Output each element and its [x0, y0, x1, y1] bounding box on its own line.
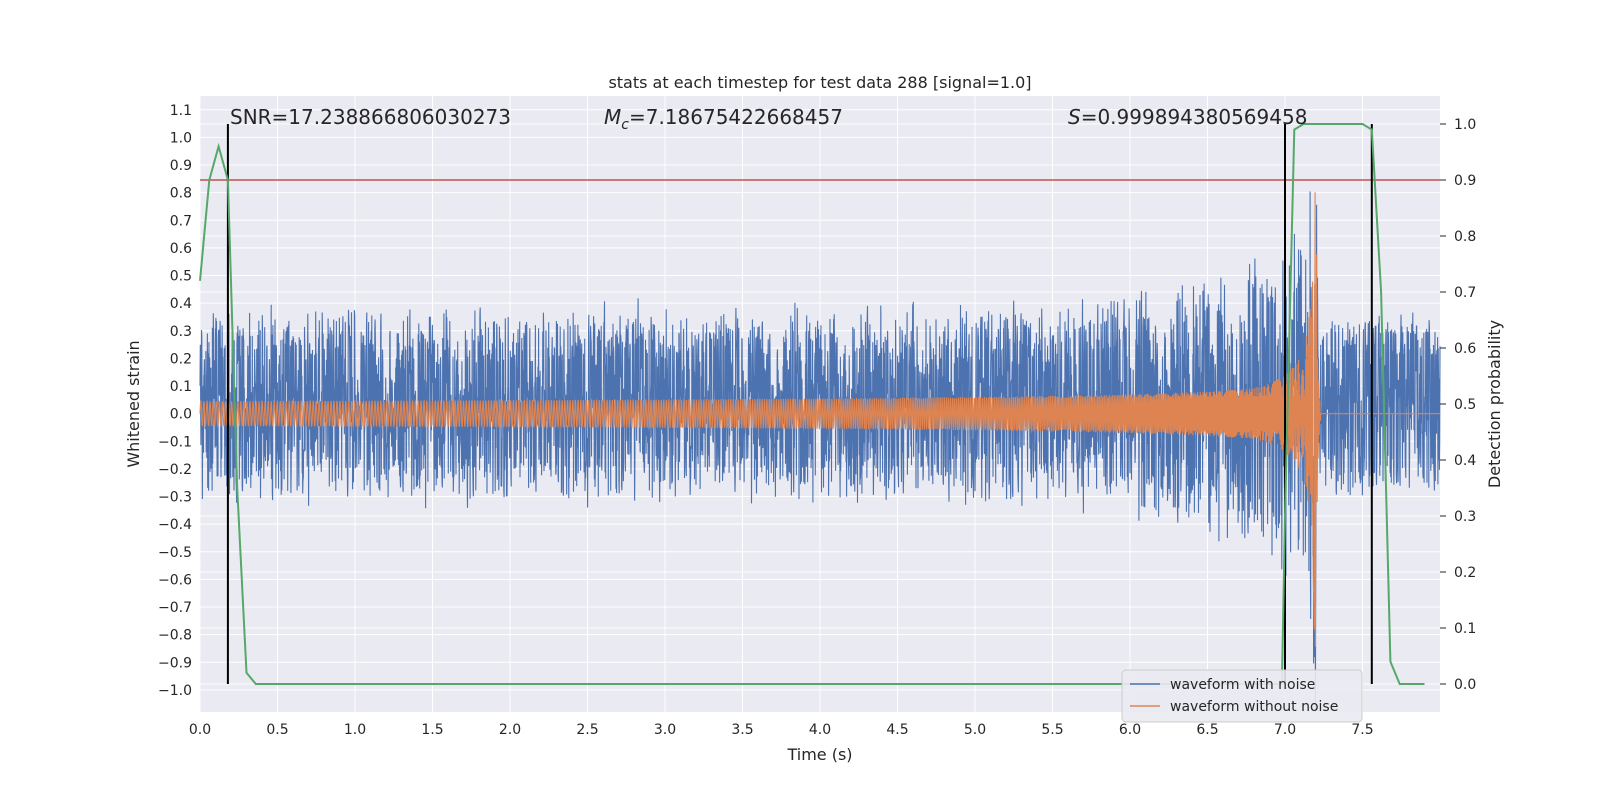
- y-tick-label: −0.7: [158, 600, 192, 616]
- y-tick-label: 0.5: [170, 269, 192, 285]
- legend-label-without-noise: waveform without noise: [1170, 699, 1338, 715]
- x-tick-label: 2.0: [499, 722, 521, 738]
- chirp-mass-subscript: c: [621, 117, 629, 133]
- x-axis-label: Time (s): [786, 745, 852, 764]
- y-tick-label: 0.9: [170, 158, 192, 174]
- legend: waveform with noise waveform without noi…: [1121, 669, 1363, 723]
- x-tick-label: 3.0: [654, 722, 676, 738]
- y2-tick-label: 1.0: [1454, 117, 1476, 133]
- y-tick-label: −0.3: [158, 490, 192, 506]
- x-tick-label: 1.5: [421, 722, 443, 738]
- y-tick-label: −0.4: [158, 517, 192, 533]
- chirp-mass-value: =7.18675422668457: [629, 105, 843, 129]
- x-tick-label: 5.0: [964, 722, 986, 738]
- y-tick-label: 1.0: [170, 130, 192, 146]
- s-symbol: S: [1068, 105, 1081, 129]
- x-tick-label: 3.5: [731, 722, 753, 738]
- y-tick-label: 0.4: [170, 296, 192, 312]
- x-tick-label: 5.5: [1041, 722, 1063, 738]
- y2-tick-label: 0.4: [1454, 453, 1476, 469]
- y-tick-label: 0.0: [170, 407, 192, 423]
- series-waveform-without-noise: [199, 192, 1440, 647]
- y2-tick-label: 0.7: [1454, 285, 1476, 301]
- tick-labels: 0.0 0.5 1.0 1.5 2.0 2.5 3.0 3.5 4.0 4.5 5.0 5.5 6.0 6…: [158, 103, 1476, 738]
- y-tick-label: 0.2: [170, 351, 192, 367]
- x-tick-label: 7.0: [1274, 722, 1296, 738]
- s-annotation: S=0.999894380569458: [1068, 105, 1307, 129]
- y2-tick-label: 0.5: [1454, 397, 1476, 413]
- y-tick-label: 0.7: [170, 213, 192, 229]
- y-tick-label: −0.2: [158, 462, 192, 478]
- y-tick-label: −0.8: [158, 628, 192, 644]
- y-axis-label: Whitened strain: [124, 340, 143, 467]
- y-tick-label: 0.6: [170, 241, 192, 257]
- y-tick-label: −0.1: [158, 434, 192, 450]
- x-tick-label: 4.0: [809, 722, 831, 738]
- y2-tick-label: 0.0: [1454, 677, 1476, 693]
- snr-annotation: SNR=17.238866806030273: [230, 105, 511, 129]
- y-tick-label: −1.0: [158, 683, 192, 699]
- x-tick-label: 6.0: [1119, 722, 1141, 738]
- y2-axis-label: Detection probability: [1485, 320, 1504, 488]
- y-tick-label: 0.3: [170, 324, 192, 340]
- x-tick-label: 7.5: [1351, 722, 1373, 738]
- x-tick-label: 1.0: [344, 722, 366, 738]
- y2-tick-label: 0.3: [1454, 509, 1476, 525]
- s-value: =0.999894380569458: [1081, 105, 1308, 129]
- x-tick-label: 4.5: [886, 722, 908, 738]
- chirp-mass-symbol: M: [604, 105, 621, 129]
- y-tick-label: 0.1: [170, 379, 192, 395]
- x-tick-label: 6.5: [1196, 722, 1218, 738]
- y-tick-label: −0.5: [158, 545, 192, 561]
- y2-tick-label: 0.9: [1454, 173, 1476, 189]
- x-tick-label: 0.0: [189, 722, 211, 738]
- y-tick-label: −0.9: [158, 655, 192, 671]
- y-tick-label: −0.6: [158, 572, 192, 588]
- chirp-mass-annotation: Mc=7.18675422668457: [604, 105, 843, 133]
- waveform-without-noise-line: [199, 192, 1440, 647]
- x-tick-label: 0.5: [266, 722, 288, 738]
- y2-tick-label: 0.6: [1454, 341, 1476, 357]
- legend-label-with-noise: waveform with noise: [1170, 677, 1315, 693]
- y2-tick-label: 0.2: [1454, 565, 1476, 581]
- y-tick-label: 1.1: [170, 103, 192, 119]
- y-tick-label: 0.8: [170, 186, 192, 202]
- y2-tick-label: 0.1: [1454, 621, 1476, 637]
- x-tick-label: 2.5: [576, 722, 598, 738]
- legend-box: [1121, 669, 1363, 723]
- reference-lines: [200, 124, 1440, 684]
- y2-tick-label: 0.8: [1454, 229, 1476, 245]
- chart-title: stats at each timestep for test data 288…: [608, 73, 1031, 92]
